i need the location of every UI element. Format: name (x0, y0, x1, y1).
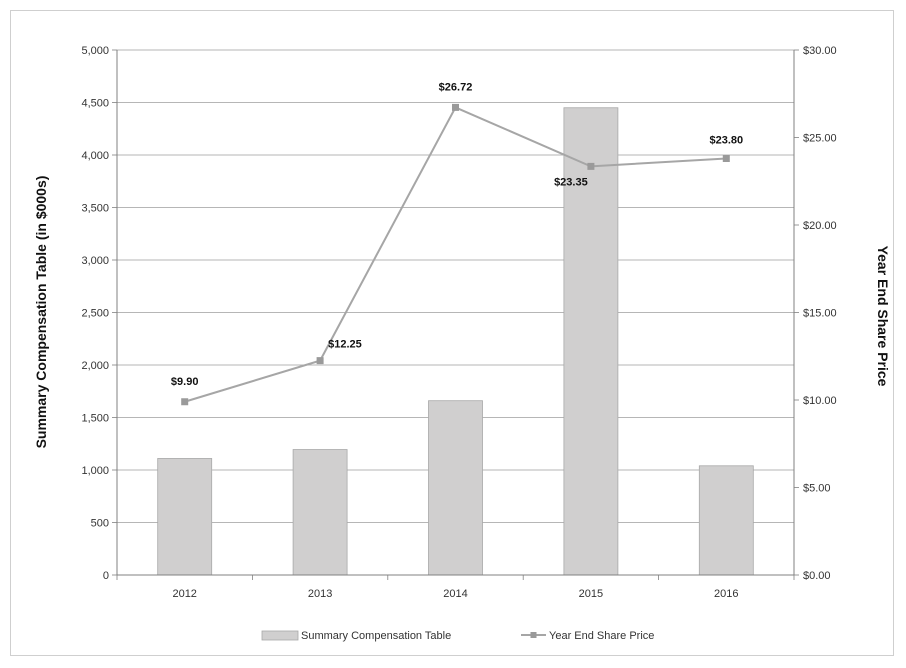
left-axis-title: Summary Compensation Table (in $000s) (33, 176, 49, 449)
y-tick-label: 500 (91, 518, 109, 530)
y2-tick-label: $15.00 (803, 308, 837, 320)
y-tick-label: 5,000 (81, 45, 109, 57)
y-tick-label: 2,000 (81, 360, 109, 372)
y-tick-label: 3,500 (81, 203, 109, 215)
y-tick-label: 3,000 (81, 255, 109, 267)
data-label: $23.35 (554, 176, 588, 188)
data-label: $23.80 (709, 135, 743, 147)
y-tick-label: 4,500 (81, 98, 109, 110)
x-tick-label: 2015 (579, 588, 603, 600)
y-tick-label: 0 (103, 570, 109, 582)
bar (563, 107, 619, 576)
line-marker (316, 357, 324, 365)
y2-tick-label: $25.00 (803, 133, 837, 145)
line-marker (452, 103, 459, 111)
right-axis-title: Year End Share Price (875, 246, 891, 387)
line-series (181, 103, 730, 406)
legend-label-line: Year End Share Price (549, 630, 654, 642)
y2-tick-label: $0.00 (803, 570, 831, 582)
gridlines (117, 49, 794, 523)
bar (698, 465, 754, 576)
y-tick-label: 1,500 (81, 413, 109, 425)
x-tick-label: 2016 (714, 588, 738, 600)
x-tick-label: 2013 (308, 588, 332, 600)
right-axis-ticks: $0.00 $5.00 $10.00 $15.00 $20.00 $25.00 $30.00 (794, 45, 837, 582)
y-tick-label: 4,000 (81, 150, 109, 162)
data-label: $12.25 (328, 339, 362, 351)
bar (292, 449, 348, 576)
y2-tick-label: $20.00 (803, 220, 837, 232)
y-tick-label: 2,500 (81, 308, 109, 320)
legend-swatch-marker (530, 632, 537, 638)
y-tick-label: 1,000 (81, 465, 109, 477)
bar (157, 458, 213, 576)
y2-tick-label: $5.00 (803, 483, 831, 495)
y2-tick-label: $10.00 (803, 395, 837, 407)
legend-label-bar: Summary Compensation Table (301, 630, 451, 642)
legend-swatch-bar (261, 630, 299, 641)
x-axis-ticks: 2012 2013 2014 2015 2016 (116, 575, 795, 600)
bar (428, 400, 483, 576)
data-label: $9.90 (171, 376, 199, 388)
left-axis-ticks: 0 500 1,000 1,500 2,000 2,500 3,000 3,500 4,000 4… (81, 45, 117, 582)
y2-tick-label: $30.00 (803, 45, 837, 57)
line-marker (181, 398, 189, 406)
data-label: $26.72 (439, 81, 473, 93)
share-price-line (184, 106, 727, 403)
x-tick-label: 2012 (172, 588, 196, 600)
bar-series (157, 107, 754, 576)
line-marker (722, 155, 730, 162)
line-marker (587, 162, 595, 170)
legend: Summary Compensation Table Year End Shar… (261, 630, 654, 642)
x-tick-label: 2014 (443, 588, 467, 600)
data-labels: $9.90 $12.25 $26.72 $23.35 $23.80 (171, 81, 743, 387)
